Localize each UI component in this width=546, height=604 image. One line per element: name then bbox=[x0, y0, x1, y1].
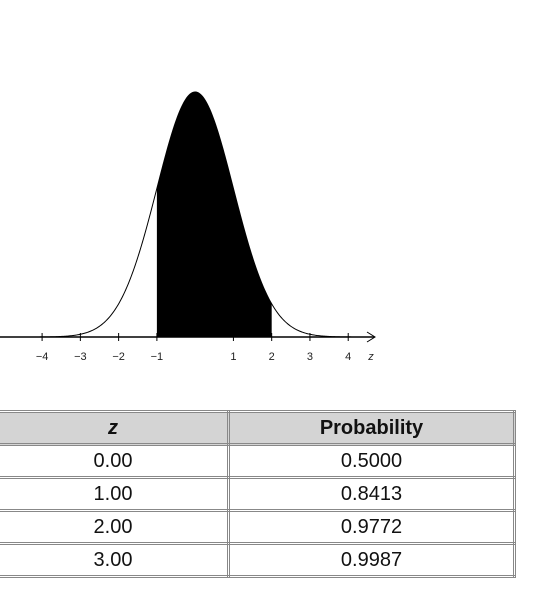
chart: z −4 −3 −2 −1 1 2 3 4 bbox=[0, 91, 376, 363]
header-cell: Probability bbox=[227, 410, 516, 446]
table-row: 0.00 0.5000 bbox=[0, 443, 516, 479]
x-tick-label: 2 bbox=[269, 351, 275, 363]
table-row: 2.00 0.9772 bbox=[0, 509, 516, 545]
x-axis-label: z bbox=[367, 351, 374, 363]
table-cell: 3.00 bbox=[0, 542, 230, 578]
x-tick-label: −4 bbox=[36, 351, 49, 363]
table-cell: 0.00 bbox=[0, 443, 230, 479]
table-cell: 0.9772 bbox=[227, 509, 516, 545]
table-cell: 2.00 bbox=[0, 509, 230, 545]
probability-table: z Probability 0.00 0.5000 1.00 0.8413 2.00 0.… bbox=[0, 410, 516, 578]
table-cell: 0.5000 bbox=[227, 443, 516, 479]
axis-arrow bbox=[366, 331, 376, 343]
table-cell: 1.00 bbox=[0, 476, 230, 512]
table-cell: 0.9987 bbox=[227, 542, 516, 578]
x-tick-label: 4 bbox=[345, 351, 351, 363]
x-tick-label: 1 bbox=[230, 351, 236, 363]
table-cell: 0.8413 bbox=[227, 476, 516, 512]
x-tick-label: −2 bbox=[112, 351, 125, 363]
table-row: 1.00 0.8413 bbox=[0, 476, 516, 512]
table-row: 3.00 0.9987 bbox=[0, 542, 516, 578]
x-tick-label: 3 bbox=[307, 351, 313, 363]
x-tick-label: −3 bbox=[74, 351, 87, 363]
x-tick-label: −1 bbox=[151, 351, 164, 363]
header-cell: z bbox=[0, 410, 230, 446]
shaded-area bbox=[156, 92, 272, 338]
